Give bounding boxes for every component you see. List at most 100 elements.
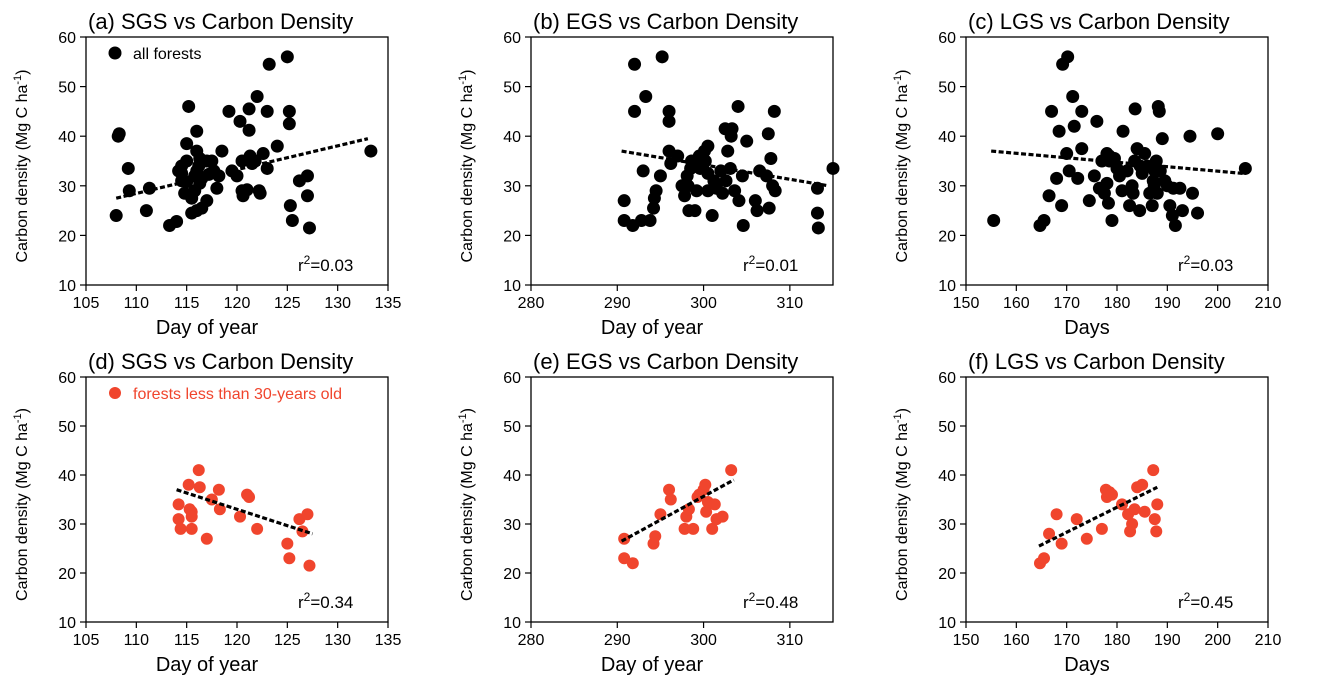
data-point bbox=[1152, 104, 1166, 118]
panel-title: (c) LGS vs Carbon Density bbox=[968, 9, 1230, 34]
data-point bbox=[732, 194, 746, 208]
y-axis-title-sup: -1 bbox=[892, 75, 904, 85]
data-point bbox=[626, 557, 639, 570]
data-point bbox=[240, 183, 254, 197]
data-point bbox=[1055, 537, 1068, 550]
data-point bbox=[180, 137, 194, 151]
panel-e: (e) EGS vs Carbon Density 280 290 300 310 10 2… bbox=[457, 349, 834, 676]
x-tick-label: 150 bbox=[953, 295, 980, 312]
x-tick-label: 105 bbox=[73, 295, 100, 312]
data-point bbox=[706, 522, 719, 535]
y-axis-title-sup: -1 bbox=[12, 413, 24, 423]
data-point bbox=[109, 209, 123, 223]
y-axis-title: Carbon density (Mg C ha-1) bbox=[457, 408, 476, 601]
r2-annotation: r2=0.03 bbox=[1178, 253, 1233, 275]
panel-title: (e) EGS vs Carbon Density bbox=[533, 349, 798, 374]
data-point bbox=[180, 154, 194, 168]
x-tick-label: 150 bbox=[953, 632, 980, 649]
data-point bbox=[1150, 525, 1163, 538]
data-point bbox=[664, 493, 677, 506]
data-point bbox=[811, 221, 825, 235]
data-point bbox=[663, 483, 676, 496]
data-point bbox=[810, 206, 824, 220]
data-point bbox=[192, 464, 205, 477]
data-point bbox=[253, 186, 267, 200]
data-point bbox=[190, 124, 204, 138]
data-point bbox=[1116, 124, 1130, 138]
data-point bbox=[222, 104, 236, 118]
y-axis-title-main: Carbon density (Mg C ha bbox=[894, 423, 911, 601]
y-tick-label: 20 bbox=[58, 228, 76, 245]
data-point bbox=[1120, 164, 1134, 178]
data-point bbox=[121, 161, 135, 175]
data-point bbox=[1155, 132, 1169, 146]
data-point bbox=[1045, 104, 1059, 118]
data-point bbox=[182, 99, 196, 113]
data-point bbox=[826, 161, 840, 175]
data-point bbox=[1087, 169, 1101, 183]
data-point bbox=[698, 154, 712, 168]
x-axis-title: Day of year bbox=[156, 317, 259, 339]
legend-label: forests less than 30-years old bbox=[133, 386, 342, 403]
data-point bbox=[1145, 199, 1159, 213]
r2-annotation: r2=0.48 bbox=[743, 590, 798, 612]
x-axis-title: Day of year bbox=[156, 654, 259, 676]
y-axis-title-end: ) bbox=[14, 408, 31, 413]
r2-sup: 2 bbox=[1184, 253, 1191, 267]
data-point bbox=[740, 134, 754, 148]
x-tick-label: 210 bbox=[1255, 632, 1282, 649]
r2-prefix: r bbox=[1178, 256, 1184, 275]
x-tick-label: 170 bbox=[1053, 632, 1080, 649]
x-tick-label: 190 bbox=[1154, 295, 1181, 312]
data-point bbox=[688, 204, 702, 218]
r2-annotation: r2=0.03 bbox=[298, 253, 353, 275]
y-tick-label: 10 bbox=[58, 278, 76, 295]
data-point bbox=[251, 522, 264, 535]
x-tick-label: 280 bbox=[518, 632, 545, 649]
plot-frame bbox=[530, 36, 834, 286]
data-point bbox=[260, 161, 274, 175]
data-point bbox=[690, 184, 704, 198]
panel-b: (b) EGS vs Carbon Density 280 290 300 310 10 2… bbox=[457, 9, 840, 339]
data-point bbox=[262, 57, 276, 71]
data-point bbox=[719, 174, 733, 188]
r2-sup: 2 bbox=[304, 253, 311, 267]
x-tick-label: 200 bbox=[1204, 632, 1231, 649]
x-tick-label: 135 bbox=[375, 632, 402, 649]
y-tick-label: 60 bbox=[503, 30, 521, 47]
data-point bbox=[1238, 161, 1252, 175]
y-axis-title: Carbon density (Mg C ha-1) bbox=[892, 408, 911, 601]
r2-sup: 2 bbox=[1184, 590, 1191, 604]
data-point bbox=[1101, 196, 1115, 210]
data-point bbox=[678, 522, 691, 535]
panel-title: (f) LGS vs Carbon Density bbox=[968, 349, 1225, 374]
data-point bbox=[1128, 503, 1141, 516]
x-axis-title: Day of year bbox=[601, 654, 704, 676]
data-point bbox=[762, 201, 776, 215]
data-point bbox=[170, 215, 184, 229]
data-point bbox=[1151, 498, 1164, 511]
data-point bbox=[723, 161, 737, 175]
data-point bbox=[234, 510, 247, 523]
x-tick-label: 130 bbox=[324, 295, 351, 312]
data-point bbox=[1038, 552, 1051, 565]
data-point bbox=[210, 181, 224, 195]
data-point bbox=[172, 513, 185, 526]
x-axis-title: Day of year bbox=[601, 317, 704, 339]
x-tick-label: 210 bbox=[1255, 295, 1282, 312]
r2-value: =0.03 bbox=[310, 256, 353, 275]
y-tick-label: 40 bbox=[938, 129, 956, 146]
data-point bbox=[1050, 171, 1064, 185]
data-point bbox=[655, 50, 669, 64]
y-tick-label: 10 bbox=[503, 278, 521, 295]
data-point bbox=[636, 164, 650, 178]
data-point bbox=[700, 505, 713, 518]
r2-annotation: r2=0.34 bbox=[298, 590, 353, 612]
data-point bbox=[1186, 186, 1199, 200]
y-axis-title-sup: -1 bbox=[892, 413, 904, 423]
data-point bbox=[687, 522, 700, 535]
data-point bbox=[1136, 478, 1149, 491]
data-point bbox=[182, 478, 195, 491]
x-tick-label: 110 bbox=[124, 632, 150, 649]
x-tick-label: 160 bbox=[1003, 295, 1030, 312]
